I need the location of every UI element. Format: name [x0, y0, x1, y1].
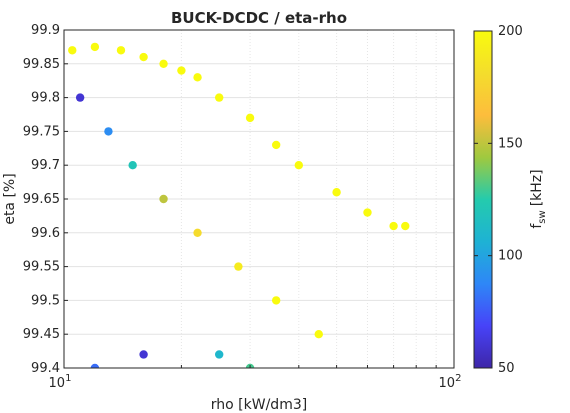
scatter-point [90, 42, 100, 52]
y-tick-label: 99.55 [23, 260, 60, 275]
scatter-point [271, 296, 281, 305]
scatter-point [363, 208, 372, 217]
scatter-point [159, 194, 168, 204]
colorbar-frame [473, 30, 493, 369]
scatter-points [68, 42, 410, 368]
y-tick-label: 99.6 [31, 226, 60, 241]
colorbar-ticks: 50 100 150 200 [474, 24, 523, 376]
x-tick-label: 101 [49, 373, 72, 391]
scatter-point [234, 262, 243, 271]
scatter-point [139, 350, 148, 359]
colorbar-label-unit: [kHz] [529, 169, 545, 206]
y-tick-label: 99.9 [31, 23, 60, 38]
scatter-point [159, 59, 168, 68]
colorbar-label: fsw [kHz] [529, 169, 548, 228]
scatter-point [332, 188, 341, 197]
chart-title: BUCK-DCDC / eta-rho [171, 9, 347, 27]
scatter-point [245, 113, 255, 123]
y-tick-label: 99.5 [31, 293, 60, 308]
colorbar-label-subscript: sw [537, 210, 548, 223]
x-axis-label: rho [kW/dm3] [211, 397, 307, 413]
colorbar-tick-label: 200 [498, 24, 523, 39]
y-tick-label: 99.8 [31, 91, 60, 106]
scatter-point [193, 73, 202, 82]
x-axis-ticks: 101 102 [49, 363, 462, 391]
scatter-point [128, 161, 137, 170]
y-tick-label: 99.45 [23, 327, 60, 342]
scatter-point [90, 363, 100, 368]
scatter-point [214, 93, 224, 102]
y-tick-label: 99.65 [23, 192, 60, 207]
x-tick-label: 102 [439, 373, 462, 391]
colorbar-label-base: f [529, 223, 545, 229]
y-tick-label: 99.85 [23, 57, 60, 72]
scatter-point [294, 161, 304, 170]
scatter-point [193, 228, 202, 237]
scatter-point [314, 330, 323, 339]
y-tick-label: 99.7 [31, 158, 60, 173]
scatter-point [75, 93, 85, 102]
scatter-point [116, 46, 126, 55]
colorbar-tick-label: 50 [498, 361, 515, 376]
scatter-point [389, 221, 398, 231]
y-tick-label: 99.4 [31, 361, 60, 376]
y-axis-label: eta [%] [2, 173, 18, 224]
scatter-point [401, 221, 410, 231]
scatter-point [214, 350, 224, 359]
y-tick-label: 99.75 [23, 124, 60, 139]
scatter-point [139, 52, 148, 62]
y-axis-ticks: 99.4 99.45 99.5 99.55 99.6 99.65 99.7 99.75 99.8… [23, 23, 68, 376]
colorbar-tick-label: 150 [498, 136, 523, 151]
colorbar-gradient [474, 31, 492, 368]
scatter-point [68, 46, 77, 55]
scatter-point [177, 66, 186, 75]
colorbar-tick-label: 100 [498, 249, 523, 264]
scatter-point [104, 127, 113, 136]
scatter-point [271, 140, 281, 150]
